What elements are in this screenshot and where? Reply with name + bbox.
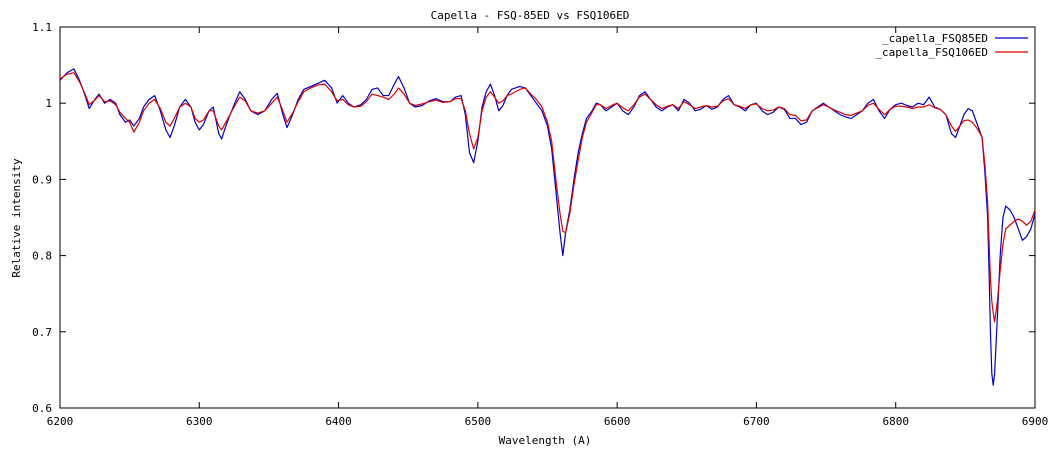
x-tick-label: 6300	[186, 415, 213, 428]
legend-label-1: _capella_FSQ106ED	[875, 46, 988, 59]
x-tick-label: 6500	[465, 415, 492, 428]
x-tick-label: 6600	[604, 415, 631, 428]
chart-title: Capella - FSQ-85ED vs FSQ106ED	[431, 9, 630, 22]
y-tick-label: 1.1	[32, 21, 52, 34]
y-tick-label: 1	[45, 97, 52, 110]
x-tick-label: 6400	[325, 415, 352, 428]
x-tick-label: 6200	[47, 415, 74, 428]
series-layer	[59, 68, 1036, 386]
legend: _capella_FSQ85ED_capella_FSQ106ED	[875, 32, 1028, 59]
x-axis-label: Wavelength (A)	[499, 434, 592, 447]
x-axis: 6200 6300 6400 6500 6600 6700 6800 6900	[47, 27, 1049, 428]
series-line-1	[59, 72, 1036, 323]
legend-label-0: _capella_FSQ85ED	[882, 32, 988, 45]
y-tick-label: 0.7	[32, 326, 52, 339]
y-tick-label: 0.8	[32, 250, 52, 263]
x-tick-label: 6700	[743, 415, 770, 428]
plot-border	[59, 26, 1036, 409]
y-tick-label: 0.6	[32, 402, 52, 415]
x-tick-label: 6800	[882, 415, 909, 428]
x-tick-label: 6900	[1022, 415, 1049, 428]
y-axis-label: Relative intensity	[10, 158, 23, 278]
plot-frame	[59, 26, 1036, 409]
y-tick-label: 0.9	[32, 173, 52, 186]
y-axis: 0.6 0.7 0.8 0.9 1 1.1	[32, 21, 1035, 415]
